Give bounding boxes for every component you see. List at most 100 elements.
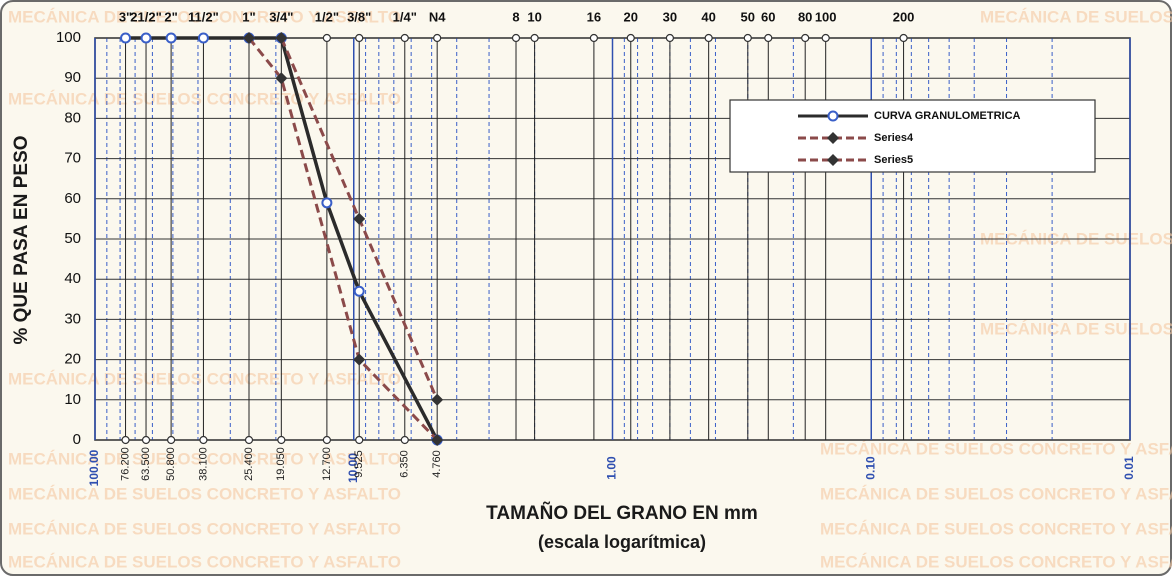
x-tick-label: 10.00 — [346, 453, 360, 483]
sieve-bottom-marker — [167, 435, 176, 445]
point — [353, 212, 366, 225]
sieve-bottom-marker — [355, 435, 364, 445]
watermark-text: MECÁNICA DE SUELOS CONCRETO Y ASFALTO — [820, 439, 1172, 458]
sieve-top-marker — [821, 33, 830, 43]
watermark-text: MECÁNICA DE SUELOS CONCRETO Y ASFALTO — [8, 552, 401, 571]
watermark-text: MECÁNICA DE SUELOS CONCRETO Y ASFALTO — [8, 89, 401, 108]
sieve-mm-label: 25.400 — [243, 447, 255, 481]
sieve-name: 1/2" — [315, 9, 339, 24]
sieve-top-marker — [589, 33, 599, 43]
sieve-name: 200 — [893, 9, 915, 24]
sieve-name: 3/8" — [347, 9, 371, 24]
watermark-text: MECÁNICA DE SUELOS CONCRETO Y ASFALTO — [8, 449, 401, 468]
point — [353, 285, 365, 297]
point — [431, 434, 444, 446]
watermark-text: MECÁNICA DE SUELOS CONCRETO Y ASFALTO — [820, 552, 1172, 571]
point — [827, 132, 839, 144]
sieve-name: N4 — [429, 9, 446, 24]
watermark-text: MECÁNICA DE SUELOS CONCRETO Y ASFALTO — [820, 519, 1172, 538]
sieve-top-marker — [626, 33, 635, 43]
y-tick-label: 50 — [64, 230, 81, 247]
y-tick-label: 60 — [64, 190, 81, 207]
point — [242, 32, 255, 44]
sieve-name: 2" — [164, 9, 177, 24]
point — [827, 110, 839, 122]
y-tick-label: 20 — [64, 351, 81, 368]
sieve-top-marker — [704, 33, 713, 43]
y-tick-label: 100 — [56, 29, 81, 46]
x-axis-note: (escala logarítmica) — [538, 532, 706, 552]
sieve-mm-label: 38.100 — [197, 447, 209, 481]
sieve-name: 40 — [701, 9, 715, 24]
x-tick-label: 1.00 — [605, 456, 619, 480]
y-tick-label: 40 — [64, 270, 81, 287]
sieve-name: 50 — [741, 9, 755, 24]
sieve-name: 21/2" — [130, 9, 161, 24]
y-tick-label: 10 — [64, 391, 81, 408]
sieve-top-marker — [322, 33, 331, 43]
y-tick-label: 30 — [64, 310, 81, 327]
sieve-name: 20 — [624, 9, 638, 24]
legend-label: Series4 — [874, 132, 914, 144]
sieve-name: 60 — [761, 9, 775, 24]
sieve-mm-label: 4.760 — [431, 450, 443, 478]
y-tick-label: 0 — [73, 431, 81, 448]
sieve-top-marker — [433, 33, 442, 43]
point — [120, 32, 132, 44]
sieve-name: 16 — [587, 9, 601, 24]
sieve-name: 30 — [663, 9, 677, 24]
point — [431, 393, 444, 406]
sieve-bottom-marker — [244, 435, 254, 445]
sieve-bottom-marker — [322, 435, 331, 445]
sieve-top-marker — [400, 33, 409, 43]
x-tick-label: 0.10 — [863, 456, 877, 480]
point — [827, 154, 839, 166]
watermark-text: MECÁNICA DE SUELOS CONCRETO Y ASFALTO — [8, 369, 401, 388]
sieve-mm-label: 63.500 — [140, 447, 152, 481]
watermark-text: MECÁNICA DE SUELOS CONCRETO Y ASFALTO — [8, 7, 401, 26]
point — [275, 72, 288, 85]
sieve-top-marker — [899, 33, 908, 43]
watermark-text: MECÁNICA DE SUELOS CONCRETO Y ASFALTO — [980, 7, 1172, 26]
x-tick-label: 100.00 — [87, 449, 101, 486]
point — [353, 353, 366, 366]
sieve-name: 10 — [527, 9, 541, 24]
sieve-mm-label: 50.800 — [165, 447, 177, 481]
sieve-top-marker — [801, 33, 810, 43]
sieve-bottom-marker — [199, 435, 208, 445]
point — [197, 32, 209, 44]
sieve-name: 11/2" — [188, 9, 219, 24]
legend-label: CURVA GRANULOMETRICA — [874, 110, 1021, 122]
sieve-top-marker — [764, 33, 773, 43]
watermark-text: MECÁNICA DE SUELOS CONCRETO Y ASFALTO — [8, 519, 401, 538]
sieve-name: 100 — [815, 9, 837, 24]
sieve-bottom-marker — [141, 435, 151, 445]
sieve-top-marker — [355, 33, 364, 43]
watermark-layer: MECÁNICA DE SUELOS CONCRETO Y ASFALTO MEC… — [8, 7, 1172, 571]
y-tick-label: 70 — [64, 150, 81, 167]
point — [165, 32, 177, 44]
sieve-name: 8 — [512, 9, 519, 24]
sieve-mm-label: 76.200 — [119, 447, 131, 481]
sieve-mm-label: 9.525 — [353, 450, 365, 478]
watermark-text: MECÁNICA DE SUELOS CONCRETO Y ASFALTO — [980, 319, 1172, 338]
series-line — [247, 37, 439, 442]
watermark-text: MECÁNICA DE SUELOS CONCRETO Y ASFALTO — [8, 484, 401, 503]
sieve-bottom-marker — [277, 435, 286, 445]
y-tick-label: 80 — [64, 109, 81, 126]
sieve-name: 3/4" — [269, 9, 293, 24]
point — [275, 32, 288, 44]
plot: 0 10 20 30 40 50 60 70 80 90 100 100.00 10.00 1.00 0.1… — [56, 9, 1136, 486]
sieve-mm-label: 19.050 — [275, 447, 287, 481]
sieve-name: 1/4" — [393, 9, 417, 24]
point — [140, 32, 152, 44]
legend-box — [729, 99, 1096, 173]
sieve-name: 1" — [242, 9, 255, 24]
y-tick-label: 90 — [64, 69, 81, 86]
sieve-top-marker — [665, 33, 675, 43]
sieve-top-marker — [511, 33, 521, 43]
x-axis-label: TAMAÑO DEL GRANO EN mm — [486, 502, 758, 524]
sieve-mm-label: 12.700 — [321, 447, 333, 481]
sieve-name: 80 — [798, 9, 812, 24]
